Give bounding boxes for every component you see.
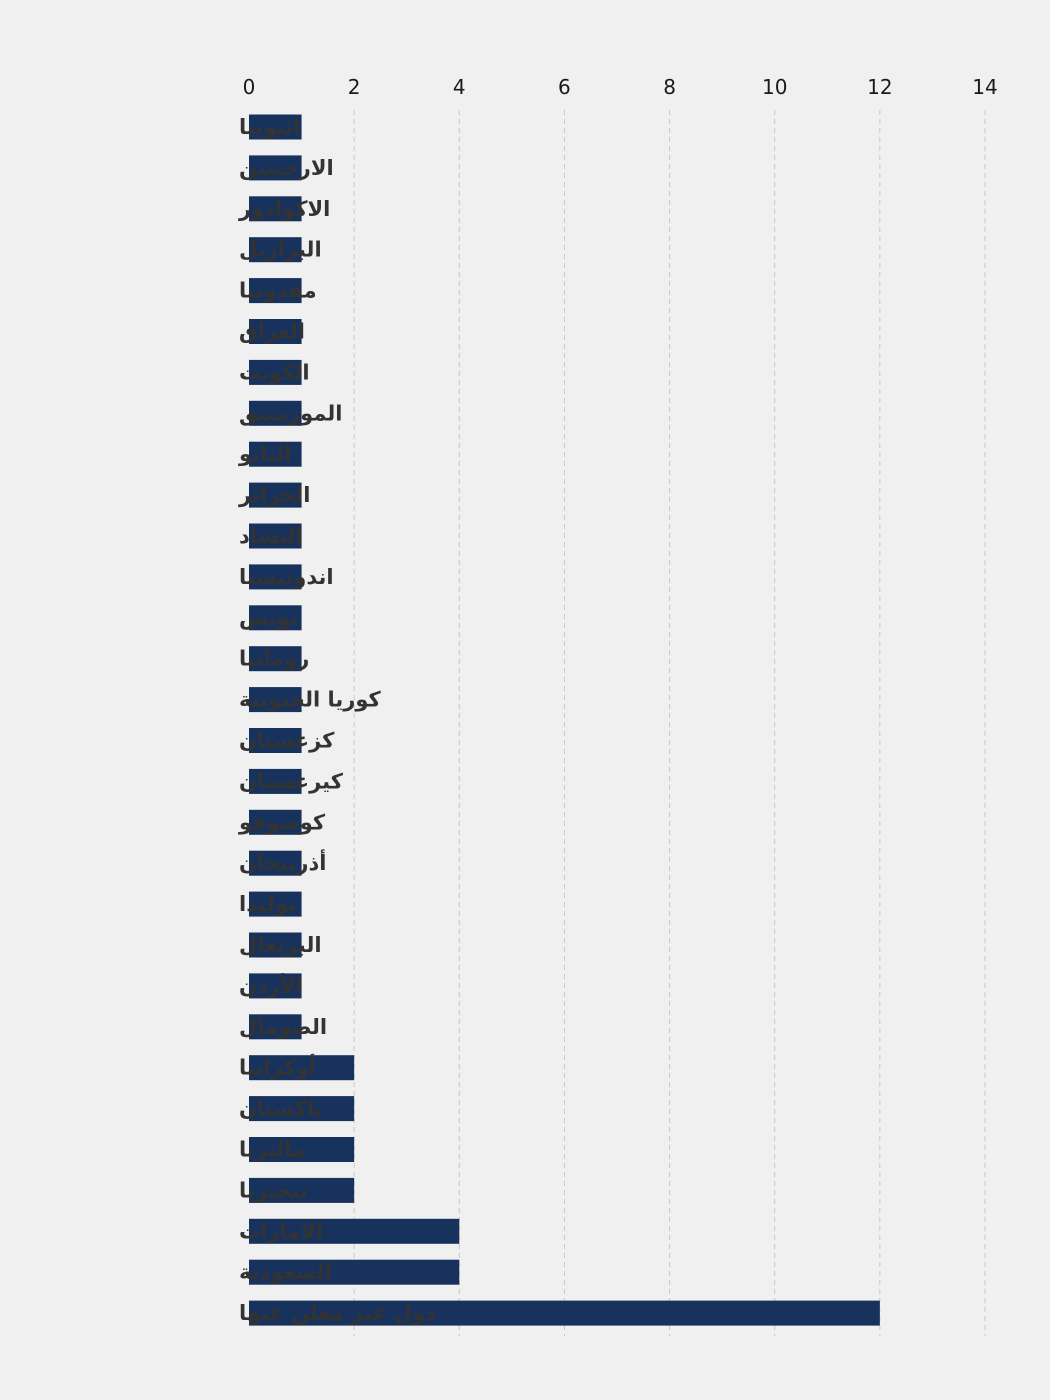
x-tick-label-5: 10 (762, 75, 787, 99)
category-label-29: دول غير معلن عنها (239, 1301, 436, 1325)
grid-layer (353, 110, 986, 1336)
bar-4 (249, 278, 302, 304)
bar-11 (249, 564, 302, 590)
category-label-8: الناتو (238, 442, 292, 466)
bar-13 (249, 646, 302, 672)
bar-18 (249, 850, 302, 876)
category-label-19: بولندا (239, 892, 296, 916)
bar-8 (249, 441, 302, 467)
bar-28 (249, 1259, 460, 1285)
x-tick-label-3: 6 (558, 75, 571, 99)
category-label-5: العراق (239, 320, 305, 344)
x-tick-label-0: 0 (243, 75, 256, 99)
bar-2 (249, 196, 302, 222)
x-tick-label-6: 12 (867, 75, 892, 99)
bar-17 (249, 809, 302, 835)
category-label-17: كوسوفو (238, 810, 326, 834)
x-tick-label-4: 8 (663, 75, 676, 99)
category-label-10: التشاد (239, 524, 303, 548)
bar-20 (249, 932, 302, 958)
bar-3 (249, 237, 302, 263)
category-label-0: اثيوبيا (239, 115, 300, 139)
category-label-22: الصومال (239, 1015, 327, 1039)
category-label-15: كزغستان (239, 729, 335, 753)
category-label-13: رومانيا (239, 647, 309, 671)
category-label-16: كيرغستان (239, 769, 344, 793)
bar-6 (249, 359, 302, 385)
category-label-6: الكويت (239, 360, 310, 384)
category-label-28: السعودية (239, 1260, 332, 1284)
bar-26 (249, 1177, 355, 1203)
category-label-4: مقدونيا (239, 279, 317, 303)
bar-1 (249, 155, 302, 181)
bar-12 (249, 605, 302, 631)
bar-27 (249, 1218, 460, 1244)
x-tick-label-1: 2 (348, 75, 361, 99)
bar-9 (249, 482, 302, 508)
x-tick-label-2: 4 (453, 75, 466, 99)
bar-21 (249, 973, 302, 999)
bar-19 (249, 891, 302, 917)
category-label-3: البرازيل (239, 238, 322, 262)
bars (249, 114, 880, 1326)
bar-16 (249, 768, 302, 794)
category-label-11: اندونيسيا (239, 565, 334, 589)
category-label-21: الأردن (239, 972, 303, 998)
category-label-20: البرتغال (239, 933, 322, 957)
bar-22 (249, 1014, 302, 1040)
x-axis-ticks: 0 2 4 6 8 10 12 14 (243, 75, 998, 99)
category-label-27: الامارات (239, 1219, 323, 1243)
category-label-7: الموزمبيق (239, 401, 343, 425)
category-label-26: نيجيريا (239, 1178, 308, 1202)
category-label-2: الاكوادور (238, 197, 330, 221)
category-label-14: كوريا الجنوبية (239, 688, 381, 712)
category-label-9: الجزائر (238, 483, 310, 507)
category-label-18: أذربيجان (239, 848, 326, 875)
bar-23 (249, 1055, 355, 1081)
category-label-23: أوكرانيا (239, 1053, 316, 1080)
category-labels: اثيوبيا الارجنتين الاكوادور البرازيل مقدونيا… (238, 115, 436, 1325)
category-label-25: ماليزيا (239, 1138, 305, 1162)
bar-10 (249, 523, 302, 549)
category-label-12: تونس (239, 606, 298, 630)
bar-24 (249, 1096, 355, 1122)
bar-14 (249, 687, 302, 713)
bar-0 (249, 114, 302, 140)
bar-29 (249, 1300, 880, 1326)
category-label-24: باكستان (239, 1097, 323, 1121)
bar-7 (249, 400, 302, 426)
category-label-1: الارجنتين (239, 156, 334, 180)
x-tick-label-7: 14 (972, 75, 997, 99)
bar-15 (249, 728, 302, 753)
bar-5 (249, 319, 302, 344)
bar-25 (249, 1137, 355, 1162)
